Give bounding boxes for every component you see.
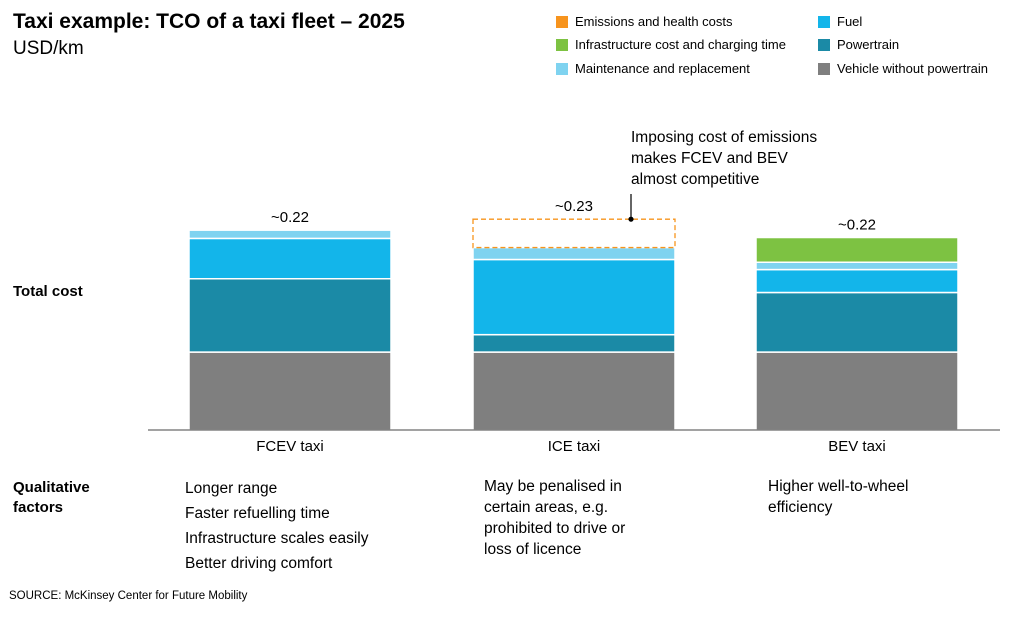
qualitative-item: Infrastructure scales easily <box>185 530 369 547</box>
bar-segment-fuel <box>188 237 392 280</box>
legend-item-infrastructure: Infrastructure cost and charging time <box>556 37 786 52</box>
legend-item-vehicle: Vehicle without powertrain <box>818 61 988 76</box>
bar-segment-vehicle-without-powertrain <box>472 351 676 431</box>
legend-label-powertrain: Powertrain <box>837 37 900 52</box>
bar-segment-vehicle-without-powertrain <box>755 351 959 431</box>
total-label: ~0.22 <box>838 217 876 234</box>
category-label: ICE taxi <box>548 438 601 455</box>
qualitative-item: prohibited to drive or <box>484 520 626 537</box>
total-label: ~0.22 <box>271 209 309 226</box>
legend-swatch-maintenance <box>556 62 568 75</box>
legend: Emissions and health costs Fuel Infrastr… <box>556 14 1015 86</box>
annotation-text-line: Imposing cost of emissions <box>631 129 817 146</box>
bar-segment-powertrain <box>755 291 959 353</box>
legend-swatch-emissions <box>556 15 568 28</box>
source-note: SOURCE: McKinsey Center for Future Mobil… <box>9 590 248 602</box>
qualitative-item: May be penalised in <box>484 478 622 495</box>
legend-item-powertrain: Powertrain <box>818 37 899 52</box>
legend-label-emissions: Emissions and health costs <box>575 14 733 29</box>
bar-segment-maintenance-and-replacement <box>188 229 392 240</box>
qualitative-list-bev: Higher well-to-wheel efficiency <box>768 476 908 518</box>
legend-swatch-fuel <box>818 15 830 28</box>
category-label: FCEV taxi <box>256 438 324 455</box>
qualitative-item: efficiency <box>768 499 833 516</box>
legend-swatch-powertrain <box>818 38 830 51</box>
legend-label-vehicle: Vehicle without powertrain <box>837 61 989 76</box>
legend-swatch-infrastructure <box>556 38 568 51</box>
total-cost-label: Total cost <box>13 283 83 300</box>
qualitative-item: Faster refuelling time <box>185 505 330 522</box>
annotation-text-line: makes FCEV and BEV <box>631 150 788 167</box>
bar-segment-maintenance-and-replacement <box>755 261 959 271</box>
bar-segment-fuel <box>472 258 676 336</box>
legend-item-fuel: Fuel <box>818 14 862 29</box>
qualitative-item: Better driving comfort <box>185 555 333 572</box>
total-label: ~0.23 <box>555 198 593 215</box>
qualitative-list-fcev: Longer range Faster refuelling time Infr… <box>185 476 369 576</box>
qualitative-item: loss of licence <box>484 541 582 558</box>
legend-item-emissions: Emissions and health costs <box>556 14 733 29</box>
qualitative-item: Longer range <box>185 480 278 497</box>
bar-segment-maintenance-and-replacement <box>472 246 676 261</box>
bar-segment-vehicle-without-powertrain <box>188 351 392 431</box>
bar-segment-fuel <box>755 268 959 294</box>
category-label: BEV taxi <box>828 438 886 455</box>
legend-item-maintenance: Maintenance and replacement <box>556 61 750 76</box>
annotation-text-line: almost competitive <box>631 171 759 188</box>
qualitative-factors-label: Qualitative factors <box>13 479 90 516</box>
stacked-bar-chart: ~0.22 FCEV taxi ~0.23 ICE taxi ~0.22 BEV taxi… <box>148 129 1000 455</box>
bar-segment-infrastructure-cost-and-charging-time <box>755 236 959 263</box>
bar-segment-powertrain <box>188 278 392 353</box>
bar-segment-powertrain <box>472 333 676 353</box>
bar-segment-emissions-and-health-costs <box>472 218 676 249</box>
legend-swatch-vehicle <box>818 62 830 75</box>
chart-title: Taxi example: TCO of a taxi fleet – 2025 <box>13 10 405 33</box>
chart-subtitle: USD/km <box>13 38 84 59</box>
legend-label-infrastructure: Infrastructure cost and charging time <box>575 37 786 52</box>
qualitative-item: certain areas, e.g. <box>484 499 609 516</box>
qualitative-item: Higher well-to-wheel <box>768 478 909 495</box>
legend-label-maintenance: Maintenance and replacement <box>575 61 750 76</box>
legend-label-fuel: Fuel <box>837 14 863 29</box>
annotation-text: Imposing cost of emissions makes FCEV and… <box>631 129 817 188</box>
qualitative-list-ice: May be penalised in certain areas, e.g. … <box>484 476 625 560</box>
annotation-dot <box>628 216 634 222</box>
